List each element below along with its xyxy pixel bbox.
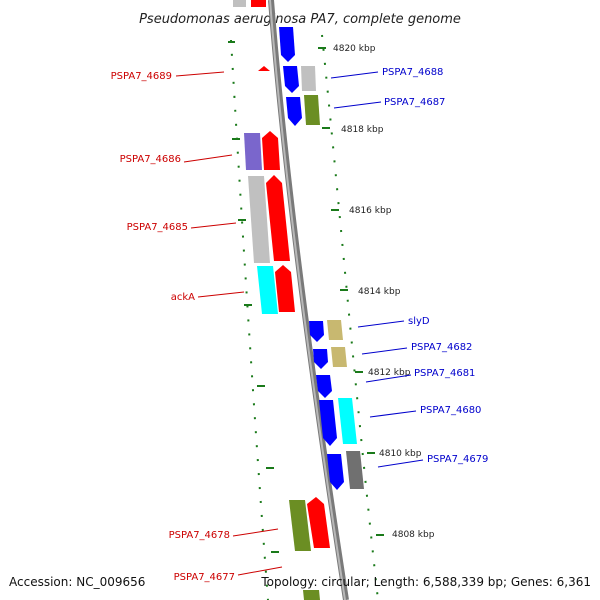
gene-pspa7-4685 bbox=[248, 176, 270, 263]
gene-slyd bbox=[327, 320, 343, 340]
kbp-label-4808: 4808 kbp bbox=[392, 530, 435, 540]
gene-label-pspa7-4686: PSPA7_4686 bbox=[120, 154, 181, 165]
gene-pspa7-4680-blue bbox=[319, 400, 337, 446]
kbp-label-4816: 4816 kbp bbox=[349, 206, 392, 216]
kbp-label-4812: 4812 kbp bbox=[368, 368, 411, 378]
kbp-label-4820: 4820 kbp bbox=[333, 44, 376, 54]
map-title: Pseudomonas aeruginosa PA7, complete gen… bbox=[139, 12, 461, 27]
gene-label-pspa7-4682: PSPA7_4682 bbox=[411, 342, 472, 353]
gene-pspa7-4680 bbox=[338, 398, 357, 444]
gene-pspa7-4679 bbox=[346, 451, 364, 489]
outer-track-ticks bbox=[318, 47, 384, 536]
gene-blocks-left bbox=[233, 0, 330, 600]
gene-pspa7-4685-red bbox=[266, 175, 290, 261]
gene-pspa7-4679-blue bbox=[327, 454, 344, 490]
gene-pspa7-4686 bbox=[244, 133, 262, 170]
gene-pspa7-4678-red bbox=[307, 497, 330, 548]
gene-top-blue bbox=[279, 27, 295, 62]
kbp-label-4810: 4810 kbp bbox=[379, 449, 422, 459]
kbp-labels: 4820 kbp 4818 kbp 4816 kbp 4814 kbp 4812… bbox=[333, 44, 435, 540]
gene-label-pspa7-4685: PSPA7_4685 bbox=[127, 222, 188, 233]
inner-left-track bbox=[230, 39, 269, 600]
gene-pspa7-4688 bbox=[301, 66, 316, 91]
gene-pspa7-4677 bbox=[303, 590, 320, 600]
gene-label-pspa7-4681: PSPA7_4681 bbox=[414, 368, 475, 379]
gene-top-partial-gray bbox=[233, 0, 246, 7]
gene-acka-red bbox=[275, 265, 295, 312]
gene-pspa7-4678 bbox=[289, 500, 311, 551]
gene-slyd-blue bbox=[309, 321, 324, 342]
accession-label: Accession: NC_009656 bbox=[9, 575, 145, 589]
gene-pspa7-4688-blue bbox=[283, 66, 299, 93]
gene-pspa7-4682 bbox=[331, 347, 347, 367]
gene-pspa7-4681-blue bbox=[316, 375, 332, 398]
left-gene-labels: PSPA7_4689 PSPA7_4686 PSPA7_4685 ackA PS… bbox=[111, 71, 283, 583]
gene-label-pspa7-4679: PSPA7_4679 bbox=[427, 454, 488, 465]
inner-track-ticks bbox=[228, 41, 279, 553]
gene-acka bbox=[257, 266, 278, 314]
gene-top-partial-red bbox=[251, 0, 266, 7]
gene-pspa7-4687-blue bbox=[286, 97, 302, 126]
gene-label-pspa7-4678: PSPA7_4678 bbox=[169, 530, 230, 541]
right-gene-labels: PSPA7_4688 PSPA7_4687 slyD PSPA7_4682 PS… bbox=[330, 67, 488, 468]
kbp-label-4814: 4814 kbp bbox=[358, 287, 401, 297]
gene-label-pspa7-4677: PSPA7_4677 bbox=[174, 572, 235, 583]
gene-label-pspa7-4689: PSPA7_4689 bbox=[111, 71, 172, 82]
kbp-label-4818: 4818 kbp bbox=[341, 125, 384, 135]
gene-label-slyd: slyD bbox=[408, 316, 430, 327]
gene-pspa7-4686-red bbox=[262, 131, 280, 170]
gene-label-pspa7-4680: PSPA7_4680 bbox=[420, 405, 481, 416]
gene-label-slot-4687: PSPA7_4687 bbox=[384, 97, 445, 108]
gene-blocks-right bbox=[279, 27, 364, 490]
gene-pspa7-4687 bbox=[304, 95, 320, 125]
gene-pspa7-4689 bbox=[258, 66, 270, 71]
gene-label-pspa7-4688: PSPA7_4688 bbox=[382, 67, 443, 78]
gene-pspa7-4682-blue bbox=[313, 349, 328, 369]
gene-label-acka: ackA bbox=[171, 292, 195, 303]
topology-label: Topology: circular; Length: 6,588,339 bp… bbox=[260, 575, 591, 589]
genome-backbone bbox=[268, 0, 349, 600]
